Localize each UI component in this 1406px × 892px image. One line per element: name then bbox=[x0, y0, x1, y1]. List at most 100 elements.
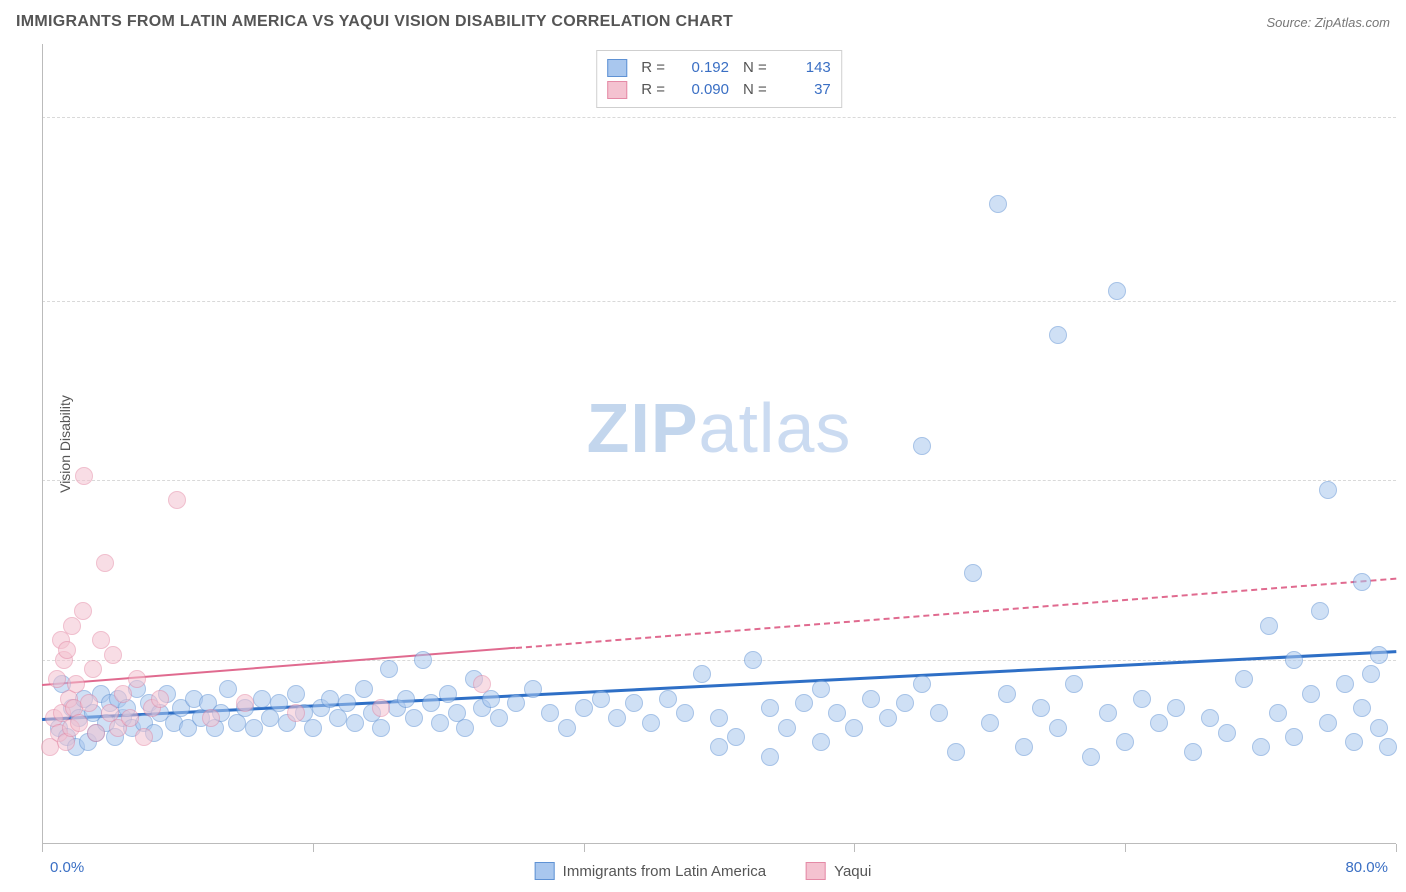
legend-item: Yaqui bbox=[806, 862, 871, 880]
y-tick-label: 7.5% bbox=[1402, 472, 1406, 488]
data-point bbox=[287, 685, 305, 703]
data-point bbox=[710, 709, 728, 727]
legend-label: Immigrants from Latin America bbox=[563, 863, 766, 880]
gridline bbox=[42, 301, 1396, 302]
data-point bbox=[676, 704, 694, 722]
data-point bbox=[625, 694, 643, 712]
data-point bbox=[862, 690, 880, 708]
legend-item: Immigrants from Latin America bbox=[535, 862, 766, 880]
legend-bottom: Immigrants from Latin America Yaqui bbox=[535, 862, 872, 880]
data-point bbox=[338, 694, 356, 712]
data-point bbox=[80, 694, 98, 712]
data-point bbox=[304, 719, 322, 737]
data-point bbox=[1285, 728, 1303, 746]
data-point bbox=[1065, 675, 1083, 693]
data-point bbox=[253, 690, 271, 708]
data-point bbox=[87, 724, 105, 742]
data-point bbox=[1345, 733, 1363, 751]
data-point bbox=[1184, 743, 1202, 761]
data-point bbox=[473, 675, 491, 693]
data-point bbox=[1133, 690, 1151, 708]
data-point bbox=[795, 694, 813, 712]
data-point bbox=[58, 641, 76, 659]
y-tick-label: 15.0% bbox=[1402, 109, 1406, 125]
data-point bbox=[1099, 704, 1117, 722]
data-point bbox=[1252, 738, 1270, 756]
legend-row: R =0.192N =143 bbox=[607, 57, 831, 79]
data-point bbox=[1049, 719, 1067, 737]
data-point bbox=[1218, 724, 1236, 742]
data-point bbox=[1049, 326, 1067, 344]
plot-region: ZIPatlas 3.8%7.5%11.2%15.0%R =0.192N =14… bbox=[42, 44, 1396, 844]
chart-title: IMMIGRANTS FROM LATIN AMERICA VS YAQUI V… bbox=[16, 13, 733, 31]
data-point bbox=[372, 719, 390, 737]
data-point bbox=[114, 685, 132, 703]
data-point bbox=[236, 694, 254, 712]
data-point bbox=[1167, 699, 1185, 717]
watermark: ZIPatlas bbox=[587, 388, 852, 468]
data-point bbox=[1201, 709, 1219, 727]
data-point bbox=[431, 714, 449, 732]
data-point bbox=[947, 743, 965, 761]
data-point bbox=[761, 699, 779, 717]
data-point bbox=[422, 694, 440, 712]
data-point bbox=[913, 437, 931, 455]
data-point bbox=[1319, 481, 1337, 499]
data-point bbox=[1269, 704, 1287, 722]
data-point bbox=[524, 680, 542, 698]
r-label: R = bbox=[641, 57, 665, 79]
data-point bbox=[761, 748, 779, 766]
data-point bbox=[608, 709, 626, 727]
data-point bbox=[346, 714, 364, 732]
data-point bbox=[84, 660, 102, 678]
data-point bbox=[456, 719, 474, 737]
x-tick bbox=[42, 844, 43, 852]
data-point bbox=[930, 704, 948, 722]
data-point bbox=[812, 680, 830, 698]
r-value: 0.090 bbox=[679, 79, 729, 101]
legend-row: R =0.090N =37 bbox=[607, 79, 831, 101]
data-point bbox=[845, 719, 863, 737]
data-point bbox=[490, 709, 508, 727]
data-point bbox=[1370, 646, 1388, 664]
data-point bbox=[1032, 699, 1050, 717]
data-point bbox=[1336, 675, 1354, 693]
x-tick bbox=[854, 844, 855, 852]
data-point bbox=[270, 694, 288, 712]
data-point bbox=[135, 728, 153, 746]
data-point bbox=[1302, 685, 1320, 703]
data-point bbox=[659, 690, 677, 708]
data-point bbox=[1379, 738, 1397, 756]
data-point bbox=[1353, 699, 1371, 717]
y-tick-label: 3.8% bbox=[1402, 652, 1406, 668]
data-point bbox=[1370, 719, 1388, 737]
data-point bbox=[372, 699, 390, 717]
data-point bbox=[558, 719, 576, 737]
data-point bbox=[828, 704, 846, 722]
data-point bbox=[575, 699, 593, 717]
correlation-legend: R =0.192N =143R =0.090N =37 bbox=[596, 50, 842, 108]
data-point bbox=[380, 660, 398, 678]
data-point bbox=[1285, 651, 1303, 669]
x-tick bbox=[1125, 844, 1126, 852]
data-point bbox=[67, 675, 85, 693]
trend-line bbox=[516, 577, 1396, 648]
data-point bbox=[1082, 748, 1100, 766]
data-point bbox=[128, 670, 146, 688]
data-point bbox=[48, 670, 66, 688]
data-point bbox=[96, 554, 114, 572]
x-tick bbox=[313, 844, 314, 852]
data-point bbox=[981, 714, 999, 732]
data-point bbox=[70, 714, 88, 732]
data-point bbox=[693, 665, 711, 683]
data-point bbox=[74, 602, 92, 620]
legend-swatch bbox=[607, 81, 627, 99]
legend-swatch bbox=[806, 862, 826, 880]
r-label: R = bbox=[641, 79, 665, 101]
n-label: N = bbox=[743, 79, 767, 101]
data-point bbox=[219, 680, 237, 698]
data-point bbox=[710, 738, 728, 756]
legend-label: Yaqui bbox=[834, 863, 871, 880]
y-axis bbox=[42, 44, 43, 844]
data-point bbox=[121, 709, 139, 727]
